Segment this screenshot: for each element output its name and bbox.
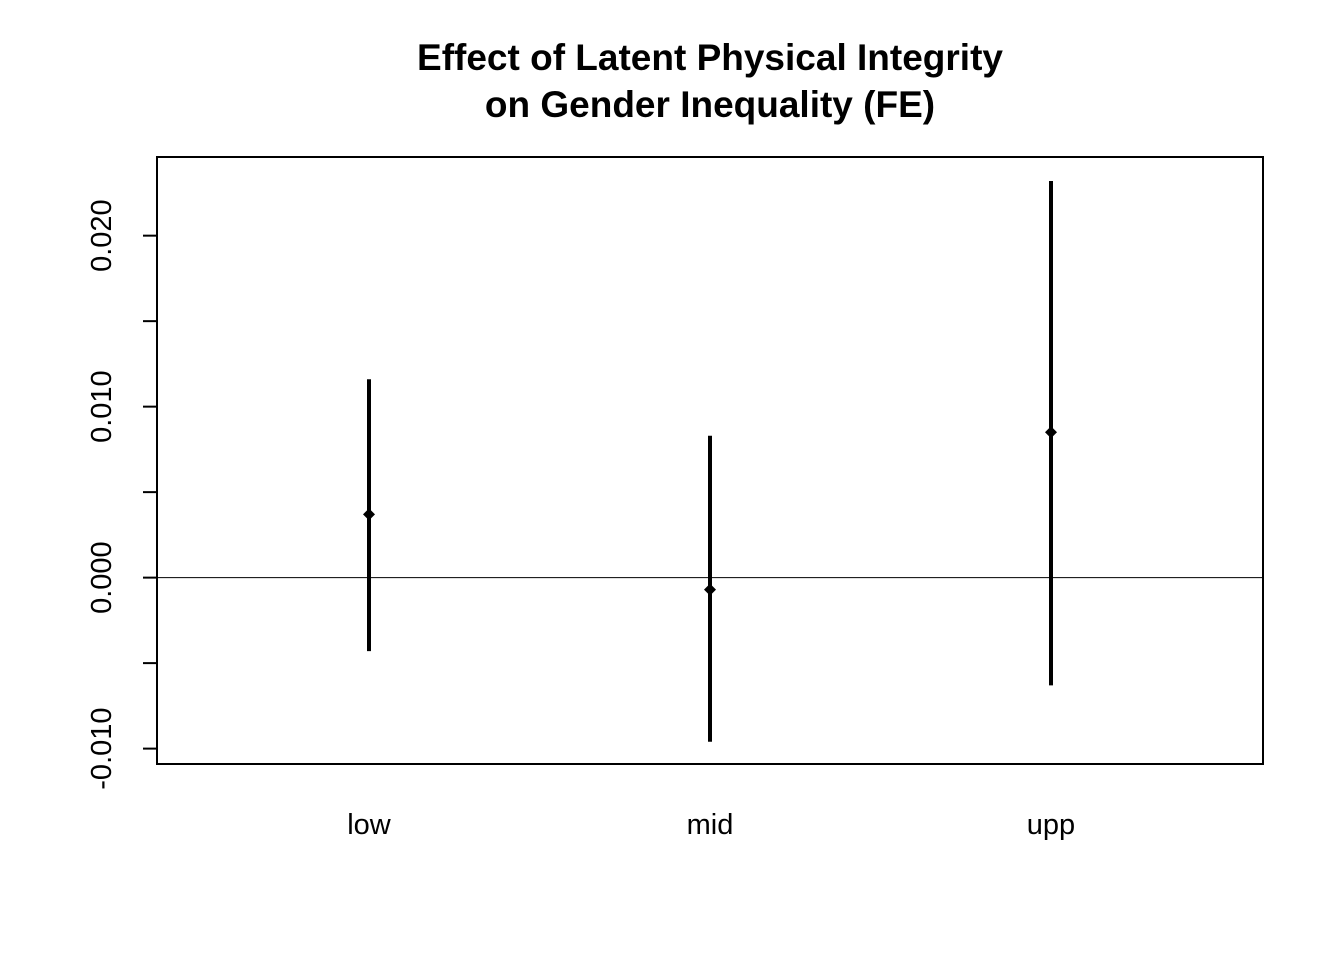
x-category-label: low	[347, 809, 392, 841]
point-estimate	[363, 508, 375, 521]
estimate-marks	[363, 180, 1057, 742]
point-estimate	[1045, 426, 1057, 439]
point-estimate	[704, 583, 716, 596]
y-tick-label: 0.010	[86, 370, 118, 443]
chart-title-line-1: Effect of Latent Physical Integrity	[417, 37, 1003, 78]
x-category-label: mid	[687, 809, 734, 841]
chart-title-line-2: on Gender Inequality (FE)	[485, 84, 935, 125]
y-tick-label: 0.020	[86, 199, 118, 272]
y-tick-label: 0.000	[86, 541, 118, 614]
y-axis-ticks: -0.010 0.000 0.010 0.020	[86, 199, 157, 790]
x-category-label: upp	[1027, 809, 1075, 841]
y-tick-label: -0.010	[86, 707, 118, 789]
x-axis-category-labels: low mid upp	[347, 809, 1075, 841]
